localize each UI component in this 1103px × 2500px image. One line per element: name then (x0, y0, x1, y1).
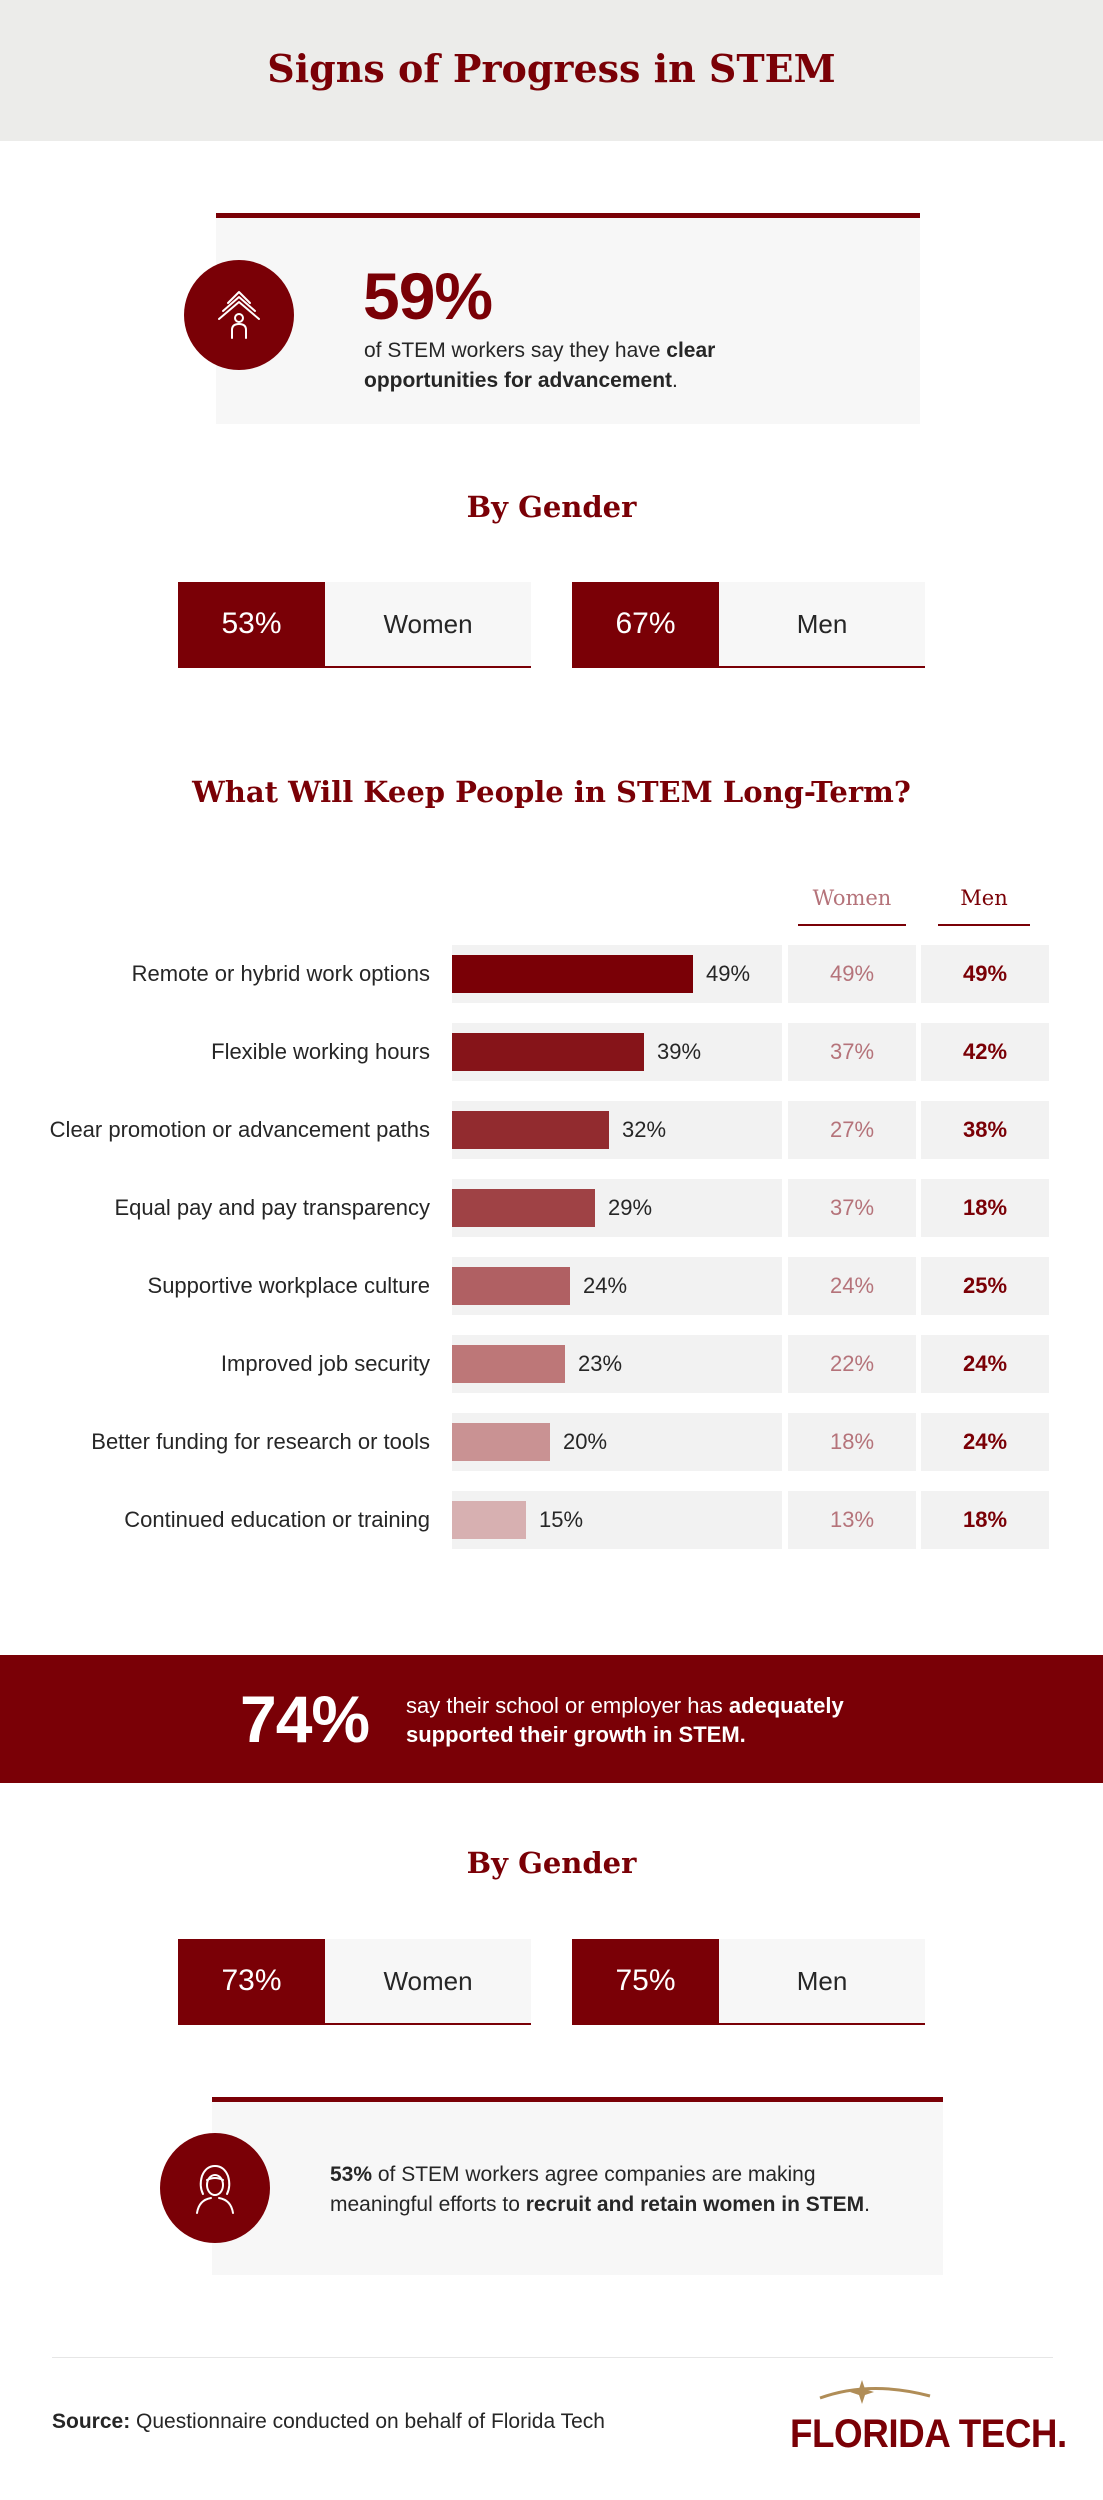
chart-row: Remote or hybrid work options 49% 49% 49% (0, 945, 1103, 1003)
bar (452, 1501, 526, 1539)
women-percent: 53% (178, 582, 325, 666)
women-value-cell: 13% (788, 1491, 916, 1549)
category-label: Flexible working hours (211, 1039, 430, 1064)
page-title: Signs of Progress in STEM (267, 46, 836, 91)
bar (452, 1267, 570, 1305)
bar (452, 1189, 595, 1227)
men-value-cell: 24% (921, 1413, 1049, 1471)
women-value-cell: 24% (788, 1257, 916, 1315)
recruit-women-stat-card: 53% of STEM workers agree companies are … (160, 2097, 943, 2275)
header-band: Signs of Progress in STEM (0, 0, 1103, 141)
women-value-cell: 22% (788, 1335, 916, 1393)
recruit-women-description: 53% of STEM workers agree companies are … (330, 2163, 870, 2216)
florida-tech-logo: FLORIDA TECH. (780, 2378, 1070, 2458)
category-label: Improved job security (220, 1351, 430, 1376)
category-label: Clear promotion or advancement paths (49, 1117, 430, 1142)
women-value-cell: 27% (788, 1101, 916, 1159)
chart-row: Flexible working hours 39% 37% 42% (0, 1023, 1103, 1081)
men-advancement-box: 67% Men (572, 582, 925, 668)
men-label: Men (796, 608, 848, 639)
category-label: Supportive workplace culture (147, 1273, 430, 1298)
chart-row: Better funding for research or tools 20% 1… (0, 1413, 1103, 1471)
bar (452, 1345, 565, 1383)
category-label: Better funding for research or tools (91, 1429, 430, 1454)
footer-divider (52, 2357, 1053, 2358)
bar-value-label: 20% (563, 1429, 608, 1454)
by-gender-heading: By Gender (466, 490, 637, 524)
men-value-cell: 18% (921, 1179, 1049, 1237)
men-value-cell: 25% (921, 1257, 1049, 1315)
bar (452, 1423, 550, 1461)
chart-row: Supportive workplace culture 24% 24% 25% (0, 1257, 1103, 1315)
woman-icon (160, 2133, 270, 2243)
bar-value-label: 39% (657, 1039, 702, 1064)
women-value-cell: 37% (788, 1179, 916, 1237)
women-label: Women (383, 608, 473, 639)
bar-value-label: 49% (706, 961, 751, 986)
men-value-cell: 24% (921, 1335, 1049, 1393)
source-note: Source: Questionnaire conducted on behal… (52, 2410, 605, 2433)
category-label: Continued education or training (124, 1507, 430, 1532)
category-label: Equal pay and pay transparency (114, 1195, 430, 1220)
women-support-box: 73% Women (178, 1939, 531, 2025)
support-banner: 74% say their school or employer has ade… (0, 1655, 1103, 1783)
men-percent: 67% (572, 582, 719, 666)
bar-value-label: 32% (622, 1117, 667, 1142)
support-description: say their school or employer has adequat… (406, 1693, 844, 1747)
by-gender-heading-2: By Gender (466, 1846, 637, 1880)
men-support-box: 75% Men (572, 1939, 925, 2025)
chart-row: Improved job security 23% 22% 24% (0, 1335, 1103, 1393)
women-value-cell: 49% (788, 945, 916, 1003)
men-value-cell: 49% (921, 945, 1049, 1003)
advancement-description: of STEM workers say they have clear oppo… (364, 339, 716, 392)
men-percent: 75% (572, 1939, 719, 2023)
chart-row: Continued education or training 15% 13% 18% (0, 1491, 1103, 1549)
men-value-cell: 42% (921, 1023, 1049, 1081)
advancement-stat-card: 59% of STEM workers say they have clear … (184, 213, 920, 424)
bar (452, 1111, 609, 1149)
chart-row: Equal pay and pay transparency 29% 37% 18% (0, 1179, 1103, 1237)
chart-row: Clear promotion or advancement paths 32% 2… (0, 1101, 1103, 1159)
women-advancement-box: 53% Women (178, 582, 531, 668)
bar-value-label: 29% (608, 1195, 653, 1220)
women-value-cell: 18% (788, 1413, 916, 1471)
bar-value-label: 23% (578, 1351, 623, 1376)
logo-wordmark: FLORIDA TECH. (790, 2412, 1067, 2456)
men-value-cell: 38% (921, 1101, 1049, 1159)
career-growth-icon (184, 260, 294, 370)
women-value-cell: 37% (788, 1023, 916, 1081)
category-label: Remote or hybrid work options (131, 961, 430, 986)
men-label: Men (796, 1965, 848, 1996)
bar (452, 955, 693, 993)
women-column-header: Women (798, 886, 906, 926)
chart-title: What Will Keep People in STEM Long-Term? (192, 775, 911, 809)
bar-value-label: 24% (583, 1273, 628, 1298)
women-label: Women (383, 1965, 473, 1996)
bar (452, 1033, 644, 1071)
men-value-cell: 18% (921, 1491, 1049, 1549)
bar-value-label: 15% (539, 1507, 584, 1532)
advancement-percent: 59% (363, 259, 493, 333)
women-percent: 73% (178, 1939, 325, 2023)
support-percent: 74% (240, 1682, 370, 1756)
men-column-header: Men (938, 886, 1030, 926)
